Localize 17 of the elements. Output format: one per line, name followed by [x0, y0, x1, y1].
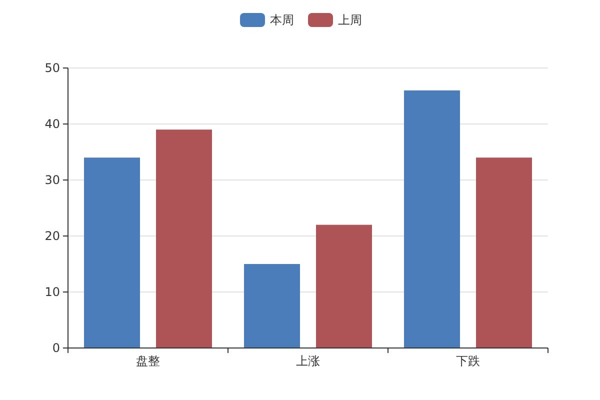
y-tick-label: 30 — [44, 173, 60, 188]
bar — [84, 158, 140, 348]
y-tick-label: 10 — [44, 285, 60, 300]
legend-label: 上周 — [338, 13, 362, 28]
bar — [404, 90, 460, 348]
y-tick-label: 40 — [44, 117, 60, 132]
x-tick-label: 上涨 — [296, 354, 320, 368]
bar — [316, 224, 372, 348]
bar — [244, 264, 300, 348]
y-tick-label: 0 — [52, 341, 60, 356]
legend-label: 本周 — [270, 13, 294, 28]
bar — [156, 130, 212, 348]
x-tick-label: 盘整 — [136, 354, 160, 368]
bar — [476, 158, 532, 348]
x-tick-label: 下跌 — [456, 354, 480, 368]
y-tick-label: 50 — [44, 61, 60, 76]
y-tick-label: 20 — [44, 229, 60, 244]
